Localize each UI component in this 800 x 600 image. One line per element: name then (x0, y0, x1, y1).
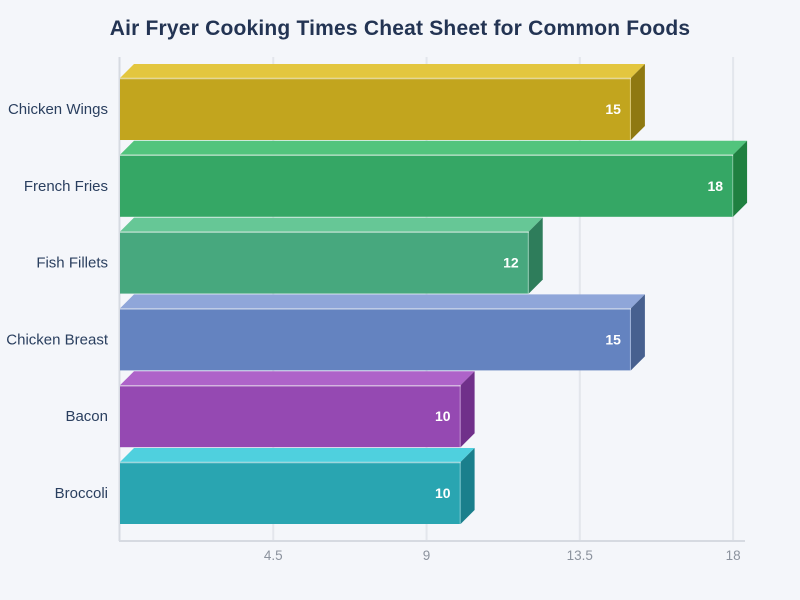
category-label-bacon: Bacon (65, 408, 108, 425)
bar-front-face (120, 462, 461, 524)
bar-side-face (460, 448, 475, 524)
bar-top-face (120, 140, 748, 155)
bar-side-face (460, 371, 475, 448)
bar-value-label: 15 (605, 331, 621, 347)
bar-bacon: 10 (120, 371, 475, 448)
bar-side-face (630, 294, 645, 371)
category-label-chicken-wings: Chicken Wings (8, 101, 108, 118)
bar-front-face (120, 78, 631, 140)
bar-value-label: 12 (503, 255, 519, 271)
bar-side-face (528, 217, 543, 294)
bar-broccoli: 10 (120, 448, 475, 524)
x-tick-label-4.5: 4.5 (264, 548, 283, 563)
category-label-fish-fillets: Fish Fillets (36, 255, 108, 272)
x-tick-label-18: 18 (726, 548, 741, 563)
chart-title: Air Fryer Cooking Times Cheat Sheet for … (109, 17, 691, 40)
bar-french-fries: 18 (120, 140, 748, 217)
bar-top-face (120, 371, 475, 386)
bar-top-face (120, 294, 645, 309)
bar-top-face (120, 64, 645, 78)
bar-value-label: 10 (435, 485, 451, 501)
bar-chicken-breast: 15 (120, 294, 645, 371)
bar-top-face (120, 217, 543, 232)
bar-value-label: 18 (708, 178, 724, 194)
bar-value-label: 10 (435, 408, 451, 424)
x-tick-label-9: 9 (423, 548, 431, 563)
bar-chicken-wings: 15 (120, 64, 645, 140)
category-label-chicken-breast: Chicken Breast (6, 331, 109, 348)
bar-side-face (630, 64, 645, 140)
bar-front-face (120, 385, 461, 448)
bar-top-face (120, 448, 475, 462)
bar-front-face (120, 308, 631, 371)
x-tick-label-13.5: 13.5 (567, 548, 593, 563)
bar-side-face (733, 140, 748, 217)
category-label-french-fries: French Fries (24, 178, 108, 195)
bar-front-face (120, 154, 734, 217)
bar-front-face (120, 231, 529, 294)
category-label-broccoli: Broccoli (55, 485, 108, 502)
bar-fish-fillets: 12 (120, 217, 543, 294)
bar-value-label: 15 (605, 101, 621, 117)
